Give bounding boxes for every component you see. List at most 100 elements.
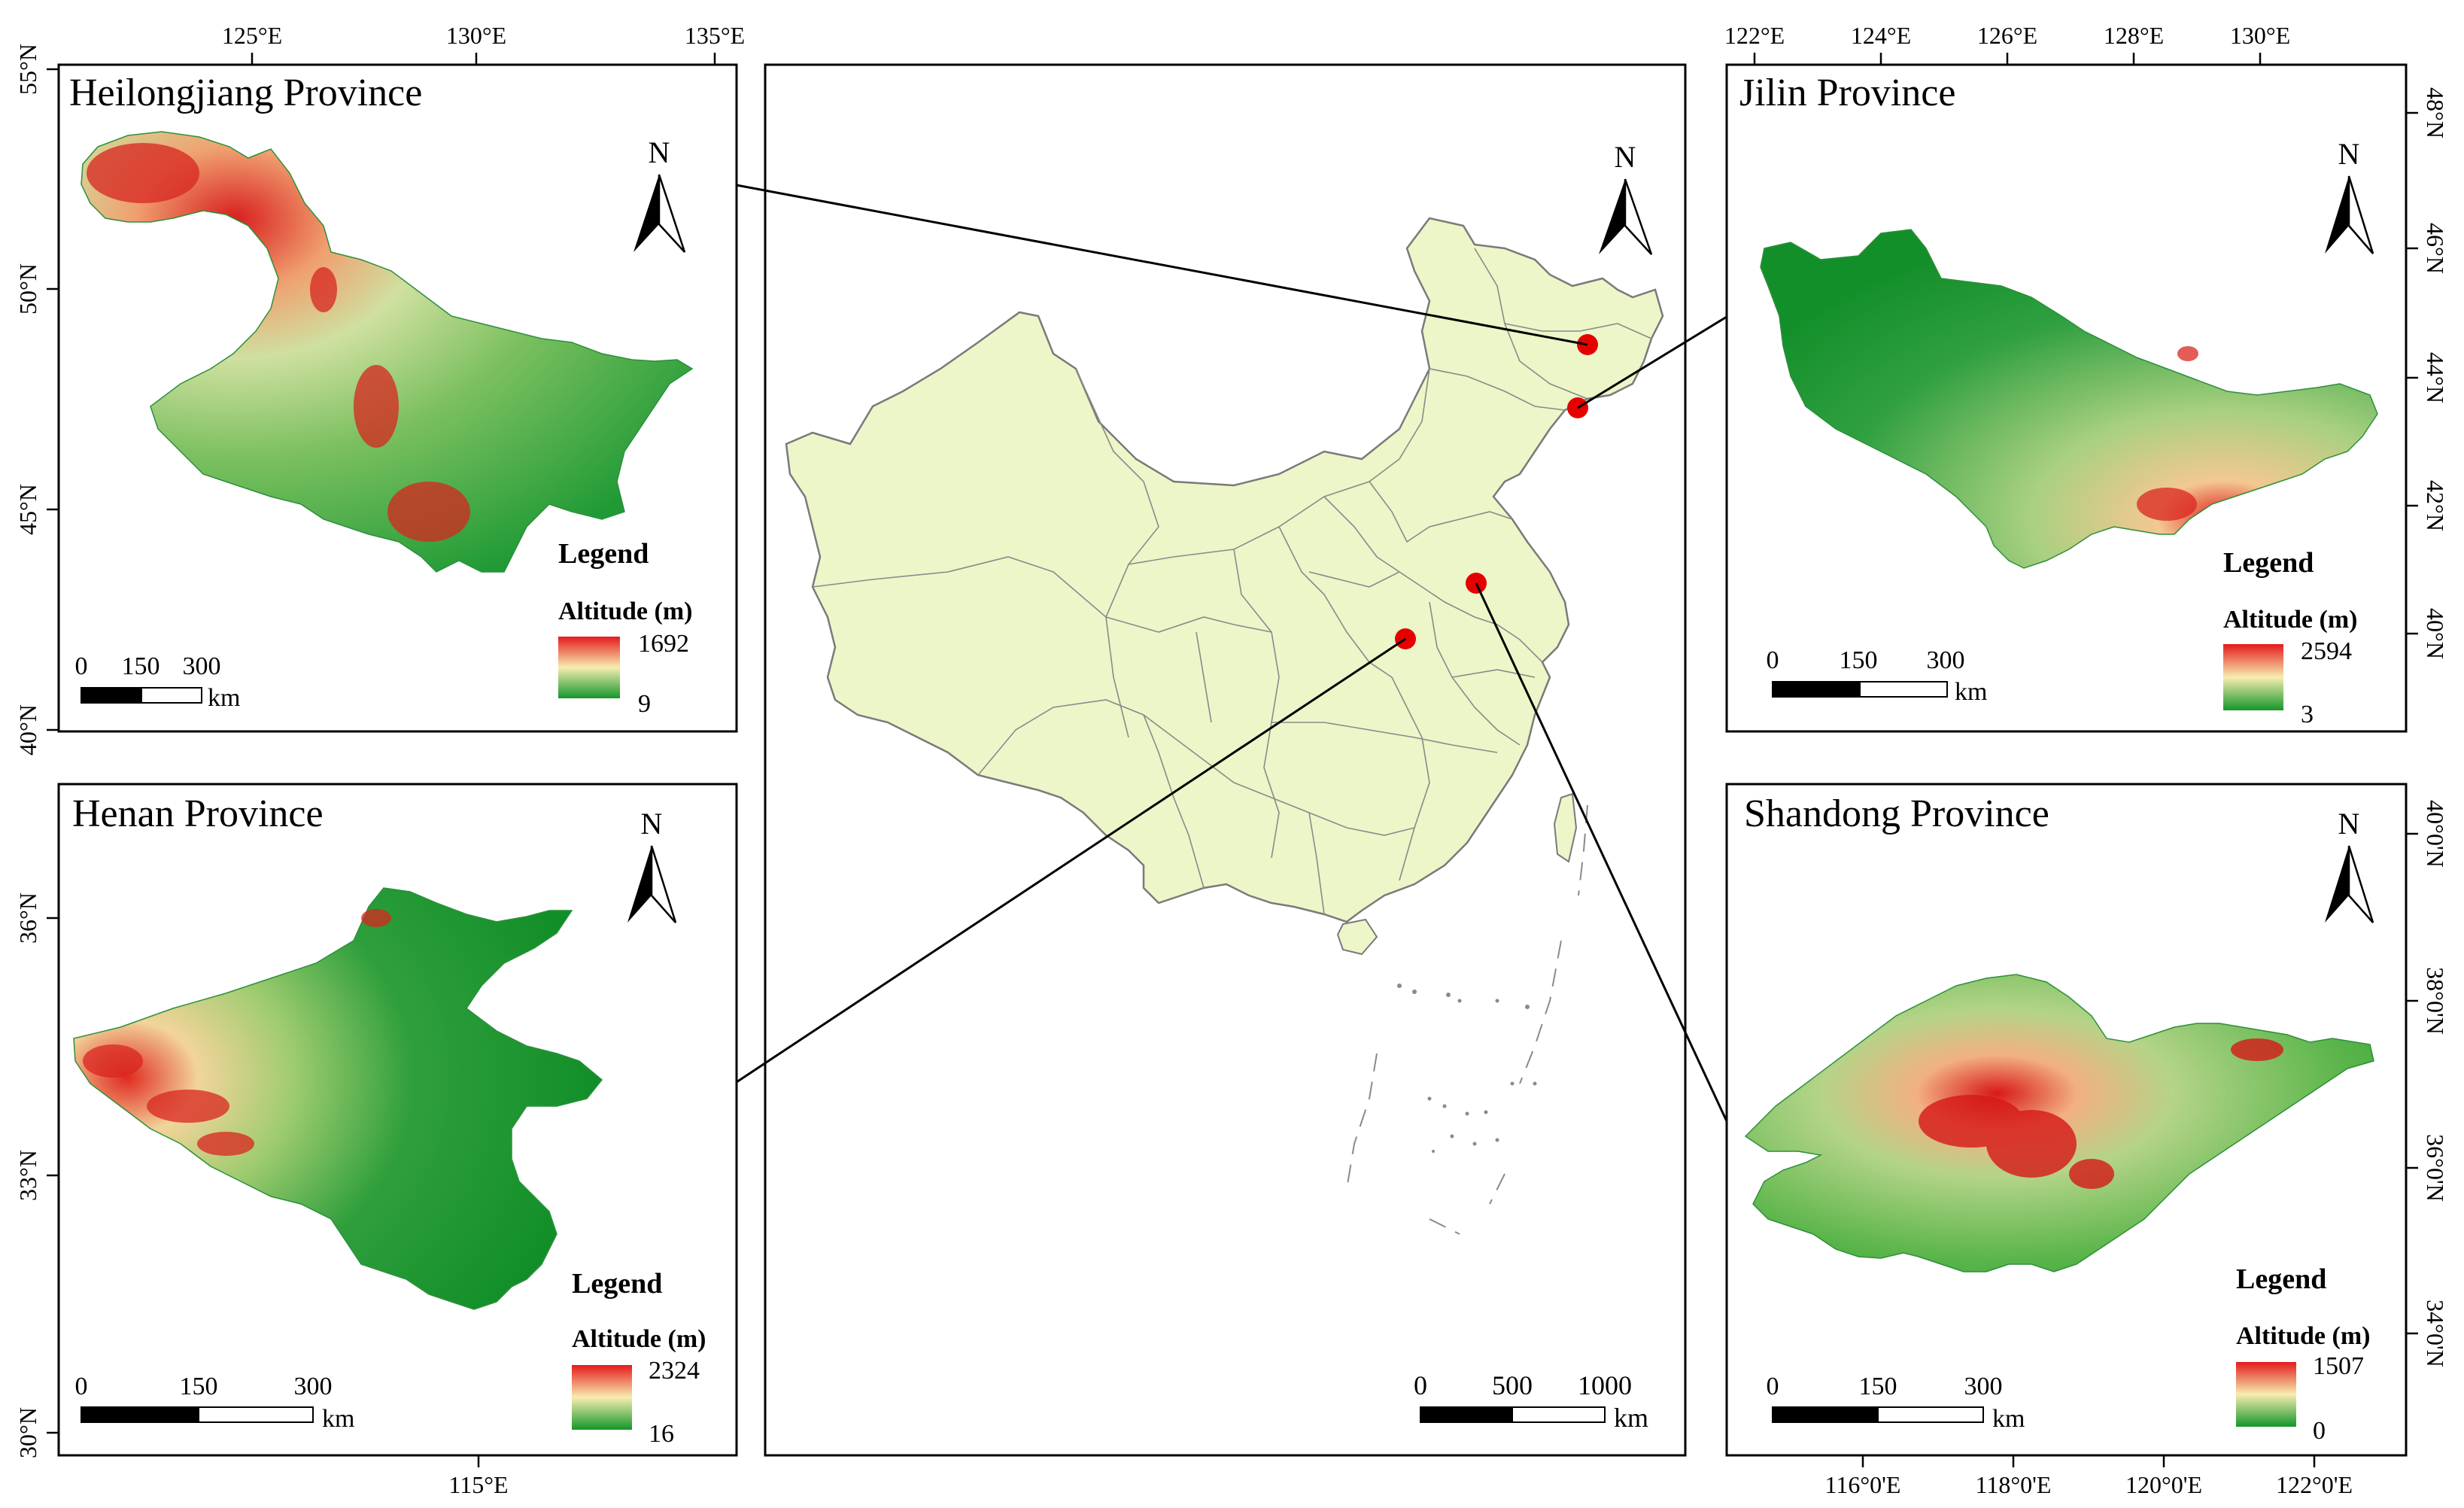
- scale-tick-1: 500: [1492, 1370, 1533, 1400]
- legend-max: 1692: [638, 630, 689, 658]
- map-label: 48°N: [2422, 87, 2449, 138]
- study-markers: [1395, 334, 1598, 649]
- map-label: 150: [180, 1373, 218, 1400]
- map-label: 36°0'N: [2422, 1134, 2449, 1202]
- map-label: 126°E: [1977, 22, 2037, 49]
- map-label: 128°E: [2104, 22, 2164, 49]
- legend-subtitle: Altitude (m): [558, 597, 692, 625]
- map-label: 300: [294, 1373, 333, 1400]
- map-label: 0: [2313, 1417, 2326, 1445]
- china-mainland: [785, 217, 1664, 923]
- map-label: 36°N: [14, 892, 41, 944]
- panel-heilongjiang: 125°E 130°E 135°E 55°N 50°N 45°N 40°N He…: [14, 22, 745, 756]
- legend-title: Legend: [558, 538, 649, 570]
- scale-bar-center: 0 500 1000 km: [1414, 1370, 1648, 1433]
- shandong-mountains: [1919, 1038, 2283, 1189]
- map-label: 33°N: [14, 1150, 41, 1201]
- map-label: 38°0'N: [2422, 967, 2449, 1035]
- map-label: 2594: [2301, 637, 2352, 665]
- scale-bar: 0 150 300 km: [75, 652, 241, 712]
- map-label: 122°E: [1724, 22, 1785, 49]
- panel-jilin: 122°E 124°E 126°E 128°E 130°E 48°N 46°N …: [1724, 22, 2449, 733]
- svg-text:N: N: [1615, 140, 1636, 174]
- map-label: km: [208, 684, 240, 712]
- heilongjiang-terrain: [81, 131, 694, 573]
- map-label: Altitude (m): [572, 1325, 706, 1353]
- map-label: Legend: [2236, 1263, 2326, 1295]
- panel-title: Shandong Province: [1744, 792, 2049, 835]
- scale-bar: 0 150 300 km: [1767, 1373, 2025, 1433]
- legend-color-ramp: [2223, 644, 2283, 710]
- map-label: 44°N: [2422, 352, 2449, 403]
- henan-terrain: [73, 887, 603, 1310]
- map-label: 130°E: [2230, 22, 2290, 49]
- map-label: km: [322, 1405, 354, 1433]
- map-label: 150: [1840, 646, 1878, 674]
- north-arrow: N: [2325, 137, 2374, 254]
- jilin-terrain: [1760, 229, 2378, 569]
- top-tick-135: 135°E: [685, 22, 745, 49]
- left-tick-50: 50°N: [14, 263, 41, 315]
- leader-lines: [736, 184, 1728, 1122]
- map-label: 300: [183, 652, 221, 680]
- taiwan-island: [1553, 792, 1578, 863]
- panel-title: Henan Province: [72, 792, 324, 835]
- center-panel: N 0 500 1000 km: [764, 63, 1687, 1457]
- legend-min: 9: [638, 690, 651, 718]
- scale-tick-2: 1000: [1578, 1370, 1632, 1400]
- svg-text:N: N: [2338, 807, 2360, 841]
- map-label: 124°E: [1851, 22, 1911, 49]
- map-label: Legend: [2223, 547, 2314, 579]
- top-tick-125: 125°E: [222, 22, 282, 49]
- left-tick-55: 55°N: [14, 44, 41, 95]
- map-label: 2324: [649, 1357, 700, 1385]
- legend-color-ramp: [572, 1365, 632, 1430]
- svg-text:N: N: [641, 807, 663, 841]
- map-label: 0: [1767, 646, 1779, 674]
- map-label: 118°0'E: [1976, 1471, 2052, 1498]
- map-label: km: [1955, 678, 1987, 706]
- map-label: 115°E: [448, 1471, 508, 1498]
- map-label: 150: [122, 652, 160, 680]
- map-label: Altitude (m): [2223, 606, 2357, 634]
- map-label: 300: [1927, 646, 1965, 674]
- map-label: 0: [75, 652, 88, 680]
- hainan-island: [1336, 918, 1378, 956]
- map-label: Altitude (m): [2236, 1322, 2370, 1350]
- left-tick-40: 40°N: [14, 704, 41, 756]
- panel-title: Heilongjiang Province: [69, 71, 422, 114]
- north-arrow: N: [627, 807, 677, 923]
- north-arrow-center: N: [1599, 140, 1653, 255]
- map-label: 42°N: [2422, 480, 2449, 531]
- map-label: 3: [2301, 701, 2314, 728]
- svg-text:N: N: [2338, 137, 2360, 171]
- map-label: 150: [1859, 1373, 1897, 1400]
- scale-tick-0: 0: [1414, 1370, 1427, 1400]
- map-label: 1507: [2313, 1352, 2364, 1380]
- north-arrow: N: [633, 135, 686, 253]
- panel-henan: 115°E 36°N 33°N 30°N Henan Province N Le…: [14, 783, 738, 1498]
- map-label: 34°0'N: [2422, 1300, 2449, 1367]
- map-label: 30°N: [14, 1407, 41, 1458]
- map-label: km: [1992, 1405, 2025, 1433]
- map-label: 122°0'E: [2276, 1471, 2353, 1498]
- panel-shandong: 116°0'E 118°0'E 120°0'E 122°0'E 40°0'N 3…: [1725, 783, 2449, 1498]
- map-label: 0: [75, 1373, 88, 1400]
- map-label: 40°N: [2422, 608, 2449, 659]
- scale-bar: 0 150 300 km: [75, 1373, 355, 1433]
- map-label: 46°N: [2422, 223, 2449, 274]
- scale-unit: km: [1614, 1403, 1648, 1433]
- china-map: [785, 217, 1664, 1235]
- map-label: 40°0'N: [2422, 800, 2449, 868]
- map-label: 116°0'E: [1825, 1471, 1901, 1498]
- legend-color-ramp: [558, 637, 620, 698]
- map-label: 300: [1964, 1373, 2003, 1400]
- map-label: 0: [1767, 1373, 1779, 1400]
- map-label: 120°0'E: [2125, 1471, 2202, 1498]
- panel-title: Jilin Province: [1739, 71, 1955, 114]
- svg-text:N: N: [649, 135, 670, 169]
- henan-mountains: [83, 909, 391, 1156]
- island-dots: [1397, 984, 1537, 1153]
- legend-color-ramp: [2236, 1362, 2296, 1427]
